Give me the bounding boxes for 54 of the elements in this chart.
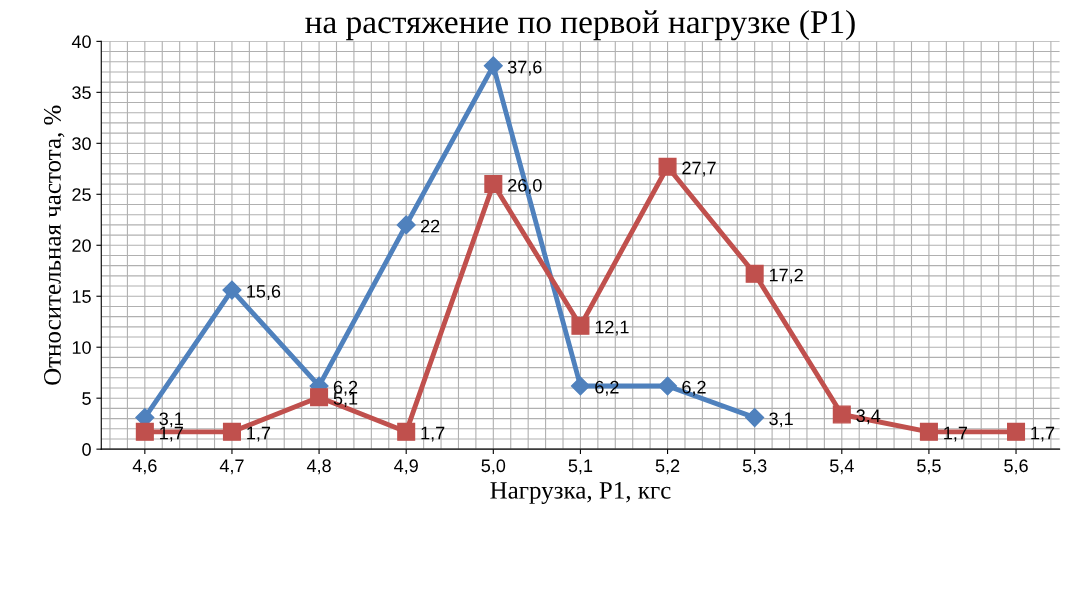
x-tick-label: 5,4 [829, 459, 854, 475]
data-label: 3,1 [769, 412, 793, 428]
y-axis-title: Относительная частота, % [43, 105, 65, 385]
data-label: 22 [420, 219, 440, 233]
point [483, 56, 503, 76]
chart-title: на растяжение по первой нагрузке (Р1) [305, 9, 855, 41]
point [484, 175, 503, 194]
point [135, 422, 154, 441]
point [396, 215, 416, 235]
y-tick-label: 40 [71, 35, 91, 49]
y-tick-label: 10 [72, 341, 91, 354]
data-label: 27,7 [682, 161, 716, 177]
y-tick-label: 20 [72, 239, 91, 252]
data-label: 3,1 [159, 412, 183, 428]
data-label: 37,6 [507, 60, 542, 76]
data-label: 3,4 [856, 409, 881, 425]
point [310, 388, 329, 407]
y-tick-label: 0 [82, 443, 91, 456]
data-label: 1,7 [247, 426, 271, 442]
x-tick-label: 5,3 [742, 459, 767, 475]
data-label: 17,2 [769, 268, 803, 284]
y-tick-label: 5 [82, 392, 91, 405]
point [745, 264, 764, 283]
y-tick-label: 25 [72, 188, 91, 202]
x-tick-label: 5,6 [1004, 459, 1028, 475]
x-tick-label: 4,8 [306, 459, 331, 475]
data-label: 1,7 [421, 426, 445, 442]
x-tick-label: 4,6 [132, 459, 157, 475]
point [222, 280, 242, 300]
x-tick-label: 5,5 [917, 459, 941, 475]
x-tick-label: 4,9 [394, 459, 418, 475]
data-label: 6,2 [595, 380, 619, 396]
x-tick-label: 5,0 [481, 459, 506, 475]
data-label: 1,7 [1031, 426, 1055, 442]
y-tick-label: 30 [72, 137, 91, 151]
point [832, 405, 851, 424]
data-label: 15,6 [247, 284, 281, 300]
point [745, 408, 765, 428]
x-tick-label: 5,1 [568, 459, 593, 475]
data-label: 6,2 [682, 380, 706, 396]
x-axis-title: Нагрузка, Р1, кгс [490, 482, 671, 504]
point [397, 422, 416, 441]
data-label: 12,1 [595, 320, 629, 336]
point [658, 376, 678, 396]
x-tick-label: 5,2 [655, 459, 680, 475]
y-tick-label: 15 [72, 290, 91, 303]
point [571, 316, 590, 335]
point [570, 376, 590, 396]
y-tick-label: 35 [72, 86, 91, 100]
x-tick-label: 4,7 [219, 459, 244, 475]
point [919, 422, 938, 441]
point [222, 422, 241, 441]
point [658, 157, 677, 176]
point [1007, 422, 1026, 441]
